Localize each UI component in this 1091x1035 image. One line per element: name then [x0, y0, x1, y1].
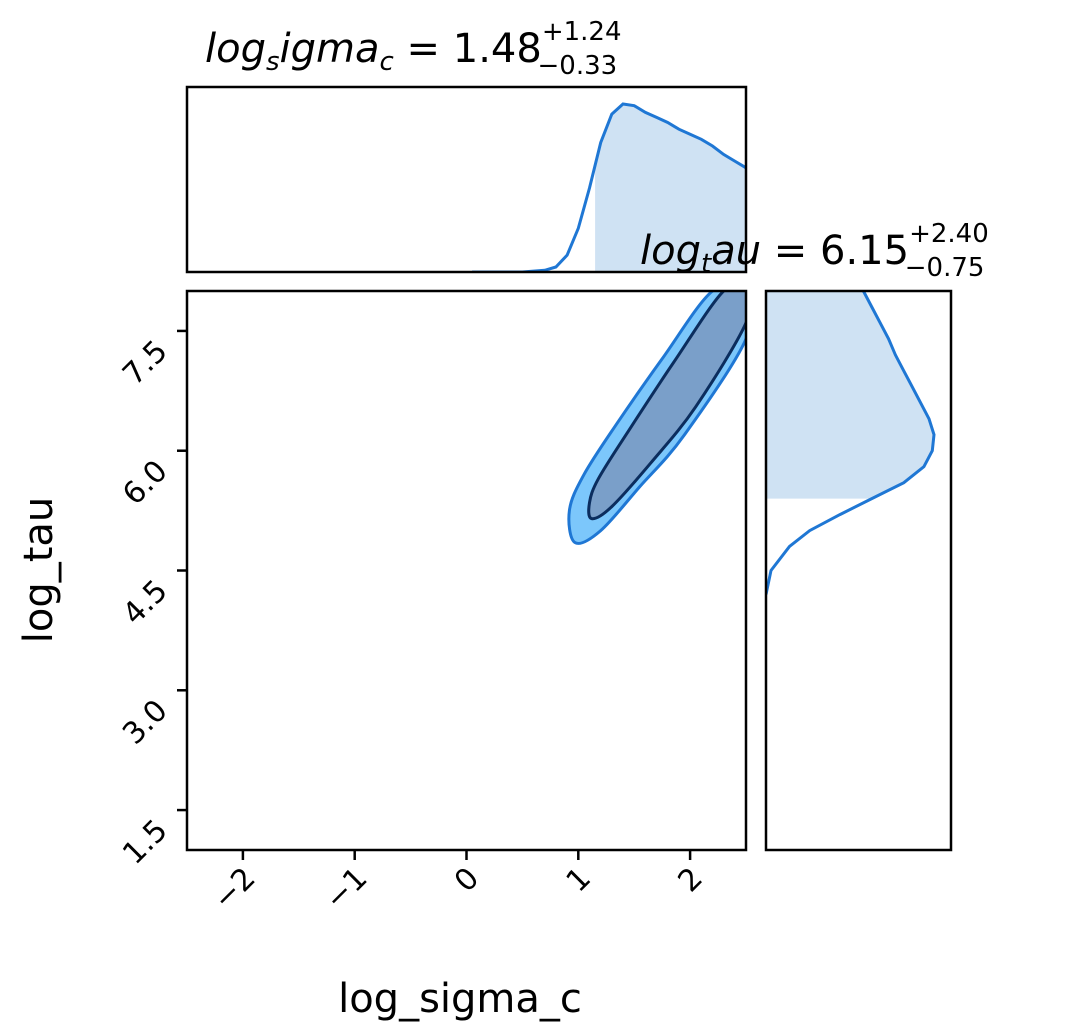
y-tick-label: 6.0 — [116, 454, 174, 512]
title-log-tau: logtau = 6.15+2.40 −0.75 — [640, 219, 989, 283]
x-axis-ticks: −2 −1 0 1 2 — [207, 850, 710, 917]
top-marginal-frame — [185, 85, 748, 274]
top-marginal-fill — [595, 104, 746, 272]
right-marginal-fill — [766, 291, 934, 499]
y-tick-label: 1.5 — [116, 813, 174, 871]
top-marginal-panel — [185, 85, 748, 274]
y-tick-label: 3.0 — [116, 693, 174, 751]
x-tick-label: 0 — [448, 861, 486, 899]
inner-contour-region — [587, 291, 746, 521]
title-log-sigma-c: logsigmac = 1.48+1.24 −0.33 — [205, 17, 622, 81]
x-tick-label: −2 — [207, 861, 263, 917]
right-marginal-line — [766, 291, 936, 595]
y-tick-label: 7.5 — [116, 334, 174, 392]
right-marginal-panel — [764, 289, 953, 852]
y-axis-label: log_tau — [16, 497, 62, 644]
x-tick-label: 2 — [672, 861, 710, 899]
x-axis-label: log_sigma_c — [338, 976, 582, 1022]
y-tick-label: 4.5 — [116, 573, 174, 631]
x-tick-label: −1 — [318, 861, 374, 917]
right-marginal-frame — [764, 289, 953, 852]
joint-panel: −2 −1 0 1 2 1.5 3.0 4.5 6.0 7.5 — [116, 289, 748, 917]
top-marginal-line — [472, 102, 746, 272]
y-axis-ticks: 1.5 3.0 4.5 6.0 7.5 — [116, 329, 187, 871]
x-tick-label: 1 — [560, 861, 598, 899]
